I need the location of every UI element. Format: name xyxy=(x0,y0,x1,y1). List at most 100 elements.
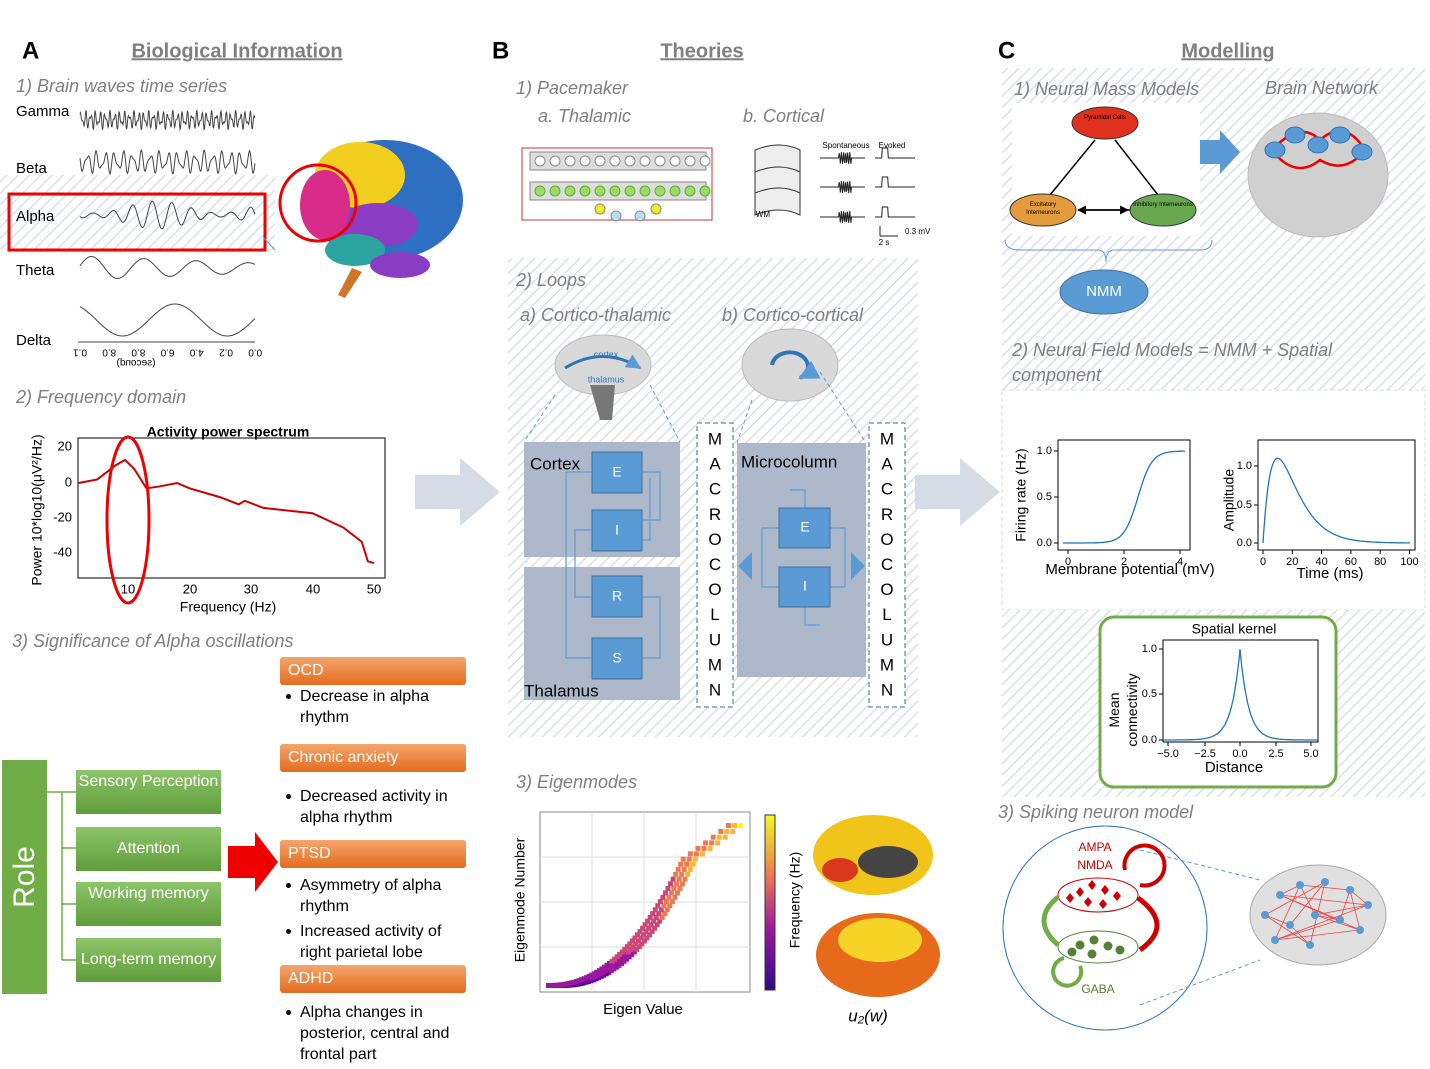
node-label: S xyxy=(612,650,621,666)
eigen-dot xyxy=(685,871,691,877)
flow-arrow xyxy=(415,458,500,526)
x-tick-label: 2.5 xyxy=(1268,748,1283,760)
eigen-dot xyxy=(631,949,637,955)
node-box xyxy=(778,566,831,608)
node-label: I xyxy=(803,578,807,594)
loop-lines xyxy=(761,489,846,626)
y-tick-label: 0 xyxy=(65,474,72,489)
eigen-dot xyxy=(598,973,604,979)
loop-arrow xyxy=(564,354,642,370)
neuron xyxy=(549,185,561,197)
macrocolumn-letter: U xyxy=(881,630,893,649)
y-tick-label: -20 xyxy=(53,509,72,524)
x-tick-label: −5.0 xyxy=(1157,748,1179,760)
eigen-dot xyxy=(641,938,647,944)
box-label: Microcolumn xyxy=(741,452,837,471)
neuron xyxy=(669,185,681,197)
eigen-dot xyxy=(652,907,658,913)
x-tick-label: 2 xyxy=(1121,556,1127,568)
network-edge xyxy=(1299,884,1316,916)
macrocolumn-letter: M xyxy=(708,429,722,448)
node-label: I xyxy=(615,522,619,538)
eigen-dot xyxy=(576,978,582,984)
x-axis-label: Eigen Value xyxy=(603,1001,683,1018)
x-tick-label: 4 xyxy=(1177,556,1183,568)
flow-arrow xyxy=(915,458,1000,526)
macrocolumn-letter: O xyxy=(708,580,721,599)
eigen-dot xyxy=(608,968,614,974)
neuron xyxy=(1075,940,1085,950)
eigen-dot xyxy=(607,964,613,970)
brain-lobe xyxy=(370,252,430,278)
recurrent-arrow xyxy=(1122,843,1167,888)
receptor-label: AMPA xyxy=(1078,840,1111,854)
eigen-dot xyxy=(644,935,650,941)
x-tick-label: 10 xyxy=(121,581,135,596)
macrocolumn-letter: R xyxy=(881,505,893,524)
x-tick-label: 80 xyxy=(1374,556,1386,568)
eigen-dot xyxy=(669,899,675,905)
eigen-dot xyxy=(602,968,608,974)
connector xyxy=(523,371,867,444)
highlight-circle xyxy=(278,163,358,243)
eigen-dot xyxy=(640,932,646,938)
eigen-dot xyxy=(629,951,635,957)
eigen-dot xyxy=(680,881,686,887)
nmm-node xyxy=(1071,106,1139,140)
brainstem xyxy=(590,385,615,420)
function-box xyxy=(76,938,221,982)
x-axis-label: Distance xyxy=(1205,759,1263,776)
eigen-dot xyxy=(650,911,656,917)
eigen-dot xyxy=(645,918,651,924)
neuron xyxy=(1067,947,1077,957)
y-axis-label: Power 10*log10(μV²/Hz) xyxy=(29,434,45,585)
eigen-dot xyxy=(595,972,601,978)
function-label: Attention xyxy=(116,840,181,857)
wave-trace xyxy=(79,303,256,337)
eigen-dot xyxy=(601,964,607,970)
eigen-dot xyxy=(597,971,603,977)
panel-letter: B xyxy=(492,37,509,64)
eigen-dot xyxy=(716,834,722,840)
eigen-dot xyxy=(671,885,677,891)
eigen-dot xyxy=(672,894,678,900)
wave-trace xyxy=(79,256,256,279)
eigen-dot xyxy=(677,885,683,891)
macrocolumn-letter: O xyxy=(880,580,893,599)
box-label: Thalamus xyxy=(524,681,599,700)
trace xyxy=(820,151,865,165)
eigen-dot xyxy=(707,845,713,851)
macrocolumn-letter: C xyxy=(881,480,893,499)
role-label: Role xyxy=(8,846,41,908)
macrocolumn-letter: R xyxy=(709,505,721,524)
red-arrow xyxy=(228,832,278,892)
eigen-dot xyxy=(668,890,674,896)
eigen-dot xyxy=(663,899,669,905)
eigen-dot xyxy=(627,941,633,947)
nmm-ellipse xyxy=(1059,269,1149,315)
macrocolumn-letter: A xyxy=(709,455,721,474)
eigen-dot xyxy=(718,828,724,834)
eigen-dot xyxy=(715,840,721,846)
neuron xyxy=(564,155,576,167)
eigen-dot xyxy=(703,840,709,846)
neuron xyxy=(1099,899,1107,909)
macrocolumn-letter: C xyxy=(881,555,893,574)
eigen-dot xyxy=(699,851,705,857)
side-arrow xyxy=(851,552,865,580)
x-tick-label: 50 xyxy=(367,581,381,596)
neuron xyxy=(1088,880,1096,890)
y-tick-label: -40 xyxy=(53,544,72,559)
eigen-dot xyxy=(674,890,680,896)
plot-area xyxy=(1001,389,1426,611)
eigen-dot xyxy=(664,907,670,913)
eigen-dot xyxy=(651,918,657,924)
plot-frame xyxy=(1057,439,1191,551)
neuron xyxy=(1066,893,1074,903)
eigen-dot xyxy=(623,951,629,957)
eigen-dot xyxy=(561,981,567,987)
x-axis-label: Frequency (Hz) xyxy=(180,599,276,615)
x-tick-label: 5.0 xyxy=(1303,748,1318,760)
x-axis-label: Time (ms) xyxy=(1297,565,1364,582)
function-label: Sensory Perception xyxy=(78,773,219,790)
